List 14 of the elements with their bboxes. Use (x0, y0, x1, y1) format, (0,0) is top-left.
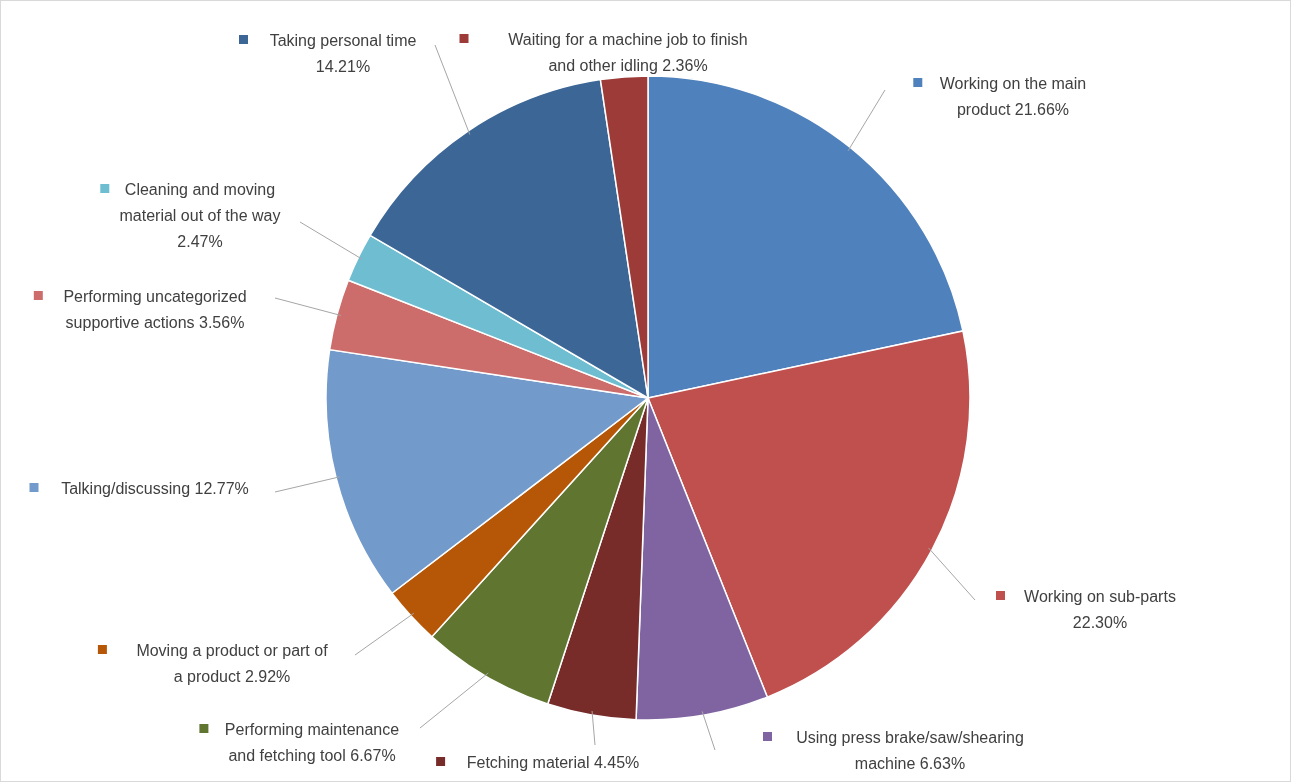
legend-label: Working on the main product 21.66% (939, 75, 1087, 118)
data-label: 22.30% (1072, 614, 1128, 631)
slice-label: Waiting for a machine job to finish and other idling 2.36% (508, 31, 748, 74)
data-label: 2.47% (177, 233, 223, 250)
legend-label: Cleaning and moving material out of the way (119, 181, 281, 224)
legend-label: Performing maintenance and fetching tool 6.67% (224, 721, 400, 764)
legend-label: Using press brake/saw/shearing machine 6.63% (796, 729, 1024, 772)
legend-label: Taking personal time (269, 32, 417, 49)
legend-label: Moving a product or part of a product 2.92% (136, 642, 329, 685)
legend-label: Performing uncategorized supportive actions 3.56% (63, 288, 247, 331)
legend-label: Working on sub-parts (1024, 588, 1176, 605)
data-label: 14.21% (315, 58, 371, 75)
legend-label: Fetching material 4.45% (466, 754, 640, 771)
legend-label: Talking/discussing 12.77% (61, 480, 249, 497)
